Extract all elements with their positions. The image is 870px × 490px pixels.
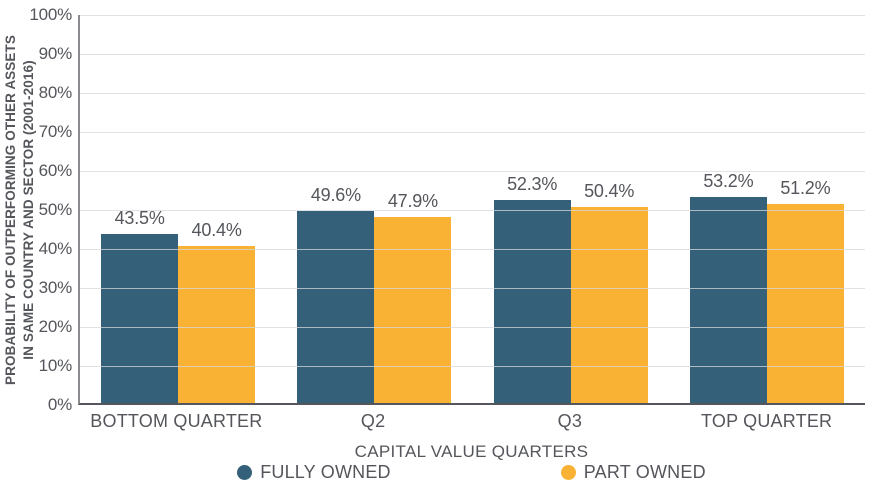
legend-marker-circle-icon bbox=[560, 465, 576, 480]
bar-group: 43.5% 40.4% bbox=[80, 15, 276, 403]
bar-with-label: 52.3% bbox=[493, 15, 571, 403]
bar-value-label: 50.4% bbox=[584, 181, 635, 202]
legend-item-part-owned: PART OWNED bbox=[560, 462, 706, 483]
bar-part-owned bbox=[766, 204, 844, 403]
bar-with-label: 49.6% bbox=[297, 15, 375, 403]
bar-with-label: 53.2% bbox=[689, 15, 767, 403]
bar-value-label: 53.2% bbox=[703, 170, 754, 191]
bar-with-label: 43.5% bbox=[101, 15, 179, 403]
bar-group: 53.2% 51.2% bbox=[669, 15, 865, 403]
bar-part-owned bbox=[178, 246, 256, 403]
x-axis-category-label: Q3 bbox=[557, 411, 583, 431]
y-axis-tick-label: 0% bbox=[47, 395, 72, 414]
y-axis-tick-label: 70% bbox=[38, 122, 73, 141]
plot-area: 43.5% 40.4% 49.6% 47.9% 52.3% 50.4% 53.2% 51.2% bbox=[78, 14, 865, 405]
chart-legend: FULLY OWNED PART OWNED bbox=[78, 462, 865, 483]
bar-part-owned bbox=[570, 207, 648, 403]
bar-group: 52.3% 50.4% bbox=[473, 15, 669, 403]
y-axis-tick-label: 60% bbox=[38, 161, 73, 180]
bar-value-label: 47.9% bbox=[387, 191, 438, 212]
x-axis-category-label: Q2 bbox=[360, 411, 386, 431]
legend-label: PART OWNED bbox=[583, 462, 706, 482]
y-axis-tick-label: 90% bbox=[38, 44, 73, 63]
bar-with-label: 50.4% bbox=[570, 15, 648, 403]
y-axis-tick-label: 20% bbox=[38, 317, 73, 336]
y-axis-tick-label: 80% bbox=[38, 83, 73, 102]
y-axis-tick-label: 100% bbox=[29, 5, 72, 24]
bar-value-label: 40.4% bbox=[191, 220, 242, 241]
bar-value-label: 49.6% bbox=[310, 184, 361, 205]
y-axis-tick-label: 10% bbox=[38, 356, 73, 375]
x-axis-title: CAPITAL VALUE QUARTERS bbox=[354, 442, 589, 461]
bar-fully-owned bbox=[297, 210, 375, 403]
bar-fully-owned bbox=[493, 200, 571, 403]
y-axis-tick-label: 50% bbox=[38, 200, 73, 219]
x-axis-category-label: TOP QUARTER bbox=[701, 411, 833, 431]
bar-value-label: 51.2% bbox=[780, 178, 831, 199]
legend-marker-circle-icon bbox=[237, 465, 253, 480]
bar-value-label: 52.3% bbox=[507, 174, 558, 195]
bar-group: 49.6% 47.9% bbox=[276, 15, 472, 403]
bar-with-label: 40.4% bbox=[178, 15, 256, 403]
bar-part-owned bbox=[374, 217, 452, 403]
legend-label: FULLY OWNED bbox=[260, 462, 391, 482]
bar-fully-owned bbox=[689, 196, 767, 403]
legend-item-fully-owned: FULLY OWNED bbox=[237, 462, 391, 483]
bar-with-label: 47.9% bbox=[374, 15, 452, 403]
x-axis-category-label: BOTTOM QUARTER bbox=[90, 411, 263, 431]
bar-fully-owned bbox=[101, 234, 179, 403]
y-axis-tick-label: 40% bbox=[38, 239, 73, 258]
bar-with-label: 51.2% bbox=[766, 15, 844, 403]
y-axis-tick-label: 30% bbox=[38, 278, 73, 297]
bar-value-label: 43.5% bbox=[114, 208, 165, 229]
x-axis-category-labels: BOTTOM QUARTER Q2 Q3 TOP QUARTER bbox=[78, 411, 865, 432]
bar-groups: 43.5% 40.4% 49.6% 47.9% 52.3% 50.4% 53.2% 51.2% bbox=[80, 15, 865, 403]
